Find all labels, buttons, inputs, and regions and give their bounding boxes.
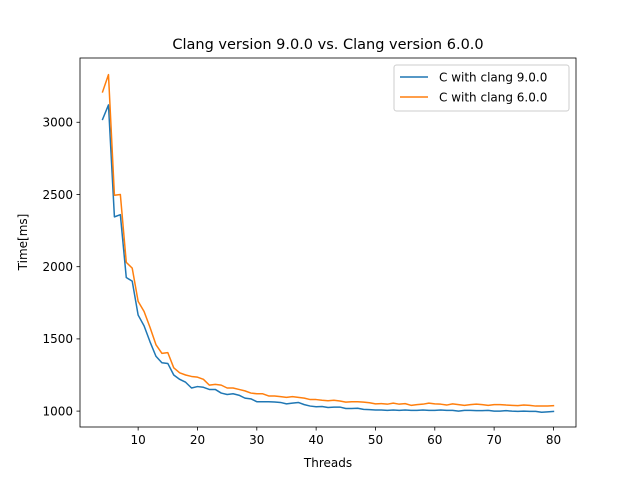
y-tick-label: 1000 [42,404,73,418]
series-line-1 [101,104,555,414]
y-tick-label: 3000 [42,116,73,130]
x-axis-label: Threads [303,456,352,470]
x-tick-label: 60 [427,433,442,447]
x-tick-label: 10 [131,433,146,447]
x-tick-label: 20 [190,433,205,447]
series-line-2 [101,73,555,407]
plot-area: 10 20 30 40 50 60 70 80 1000 1500 2000 2500 3000 [42,57,577,447]
x-tick-label: 80 [546,433,561,447]
x-tick-label: 50 [368,433,383,447]
y-tick-label: 2000 [42,260,73,274]
axes-frame [79,57,577,428]
y-tick-label: 1500 [42,332,73,346]
x-tick-label: 40 [308,433,323,447]
y-tick-label: 2500 [42,188,73,202]
y-axis-label: Time[ms] [16,214,30,272]
legend-label-2: C with clang 6.0.0 [439,90,547,104]
chart-title: Clang version 9.0.0 vs. Clang version 6.… [172,37,483,53]
legend-label-1: C with clang 9.0.0 [439,70,547,84]
x-tick-label: 70 [486,433,501,447]
legend-box [393,64,570,112]
x-tick-label: 30 [249,433,264,447]
legend: C with clang 9.0.0 C with clang 6.0.0 [393,64,570,112]
